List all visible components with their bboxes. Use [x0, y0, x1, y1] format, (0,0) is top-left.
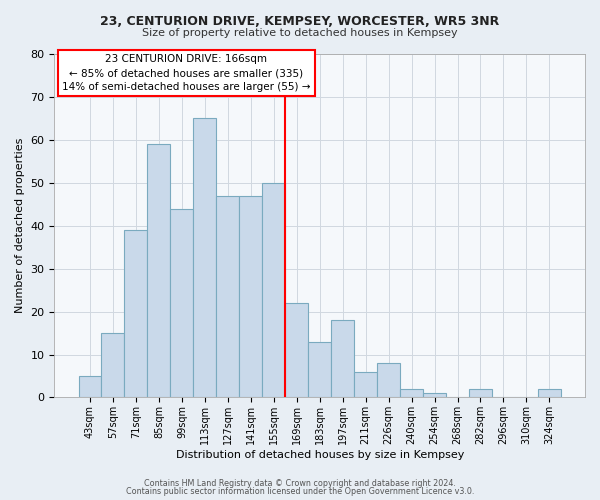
Bar: [354, 372, 377, 398]
Bar: [538, 389, 561, 398]
Text: 23 CENTURION DRIVE: 166sqm
← 85% of detached houses are smaller (335)
14% of sem: 23 CENTURION DRIVE: 166sqm ← 85% of deta…: [62, 54, 311, 92]
Bar: [262, 183, 285, 398]
Bar: [148, 144, 170, 398]
Bar: [423, 393, 446, 398]
Text: Size of property relative to detached houses in Kempsey: Size of property relative to detached ho…: [142, 28, 458, 38]
Bar: [308, 342, 331, 398]
Bar: [469, 389, 492, 398]
Bar: [170, 208, 193, 398]
Bar: [239, 196, 262, 398]
Bar: [124, 230, 148, 398]
Bar: [285, 303, 308, 398]
Text: Contains HM Land Registry data © Crown copyright and database right 2024.: Contains HM Land Registry data © Crown c…: [144, 478, 456, 488]
X-axis label: Distribution of detached houses by size in Kempsey: Distribution of detached houses by size …: [176, 450, 464, 460]
Bar: [331, 320, 354, 398]
Bar: [79, 376, 101, 398]
Text: Contains public sector information licensed under the Open Government Licence v3: Contains public sector information licen…: [126, 487, 474, 496]
Text: 23, CENTURION DRIVE, KEMPSEY, WORCESTER, WR5 3NR: 23, CENTURION DRIVE, KEMPSEY, WORCESTER,…: [100, 15, 500, 28]
Bar: [377, 363, 400, 398]
Y-axis label: Number of detached properties: Number of detached properties: [15, 138, 25, 314]
Bar: [101, 333, 124, 398]
Bar: [193, 118, 217, 398]
Bar: [400, 389, 423, 398]
Bar: [217, 196, 239, 398]
